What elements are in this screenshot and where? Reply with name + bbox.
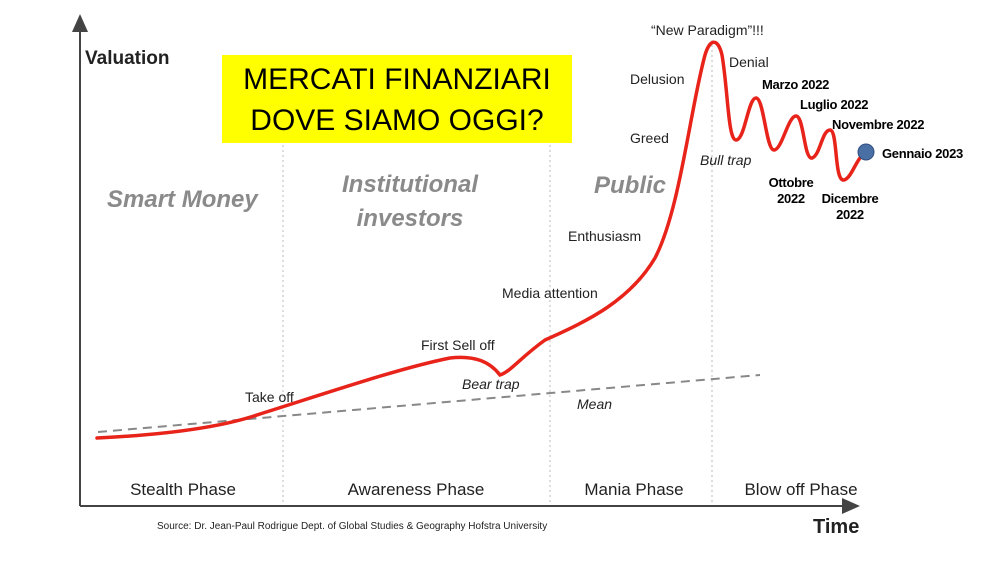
annotation: First Sell off bbox=[421, 337, 495, 353]
phase-label: Mania Phase bbox=[584, 480, 683, 499]
annotation: Take off bbox=[245, 389, 294, 405]
date-label: 2022 bbox=[836, 207, 864, 222]
y-axis-label: Valuation bbox=[85, 48, 169, 69]
date-label: Gennaio 2023 bbox=[882, 146, 963, 161]
group-label: Smart Money bbox=[107, 186, 259, 213]
annotation: “New Paradigm”!!! bbox=[651, 22, 764, 38]
x-axis-label: Time bbox=[813, 516, 859, 538]
title: DOVE SIAMO OGGI? bbox=[250, 104, 543, 137]
bubble-curve bbox=[95, 40, 868, 440]
current-point bbox=[857, 143, 875, 161]
mean-line bbox=[97, 374, 761, 433]
annotation: Bull trap bbox=[700, 152, 752, 168]
phase-label: Awareness Phase bbox=[348, 480, 485, 499]
annotation: Denial bbox=[729, 54, 769, 70]
group-label: Institutional bbox=[342, 171, 479, 198]
title: MERCATI FINANZIARI bbox=[243, 63, 551, 96]
phase-label: Blow off Phase bbox=[744, 480, 857, 499]
annotation: Bear trap bbox=[462, 376, 520, 392]
annotation: Greed bbox=[630, 130, 669, 146]
annotation: Media attention bbox=[502, 285, 598, 301]
date-label: Dicembre bbox=[822, 191, 879, 206]
date-label: Ottobre bbox=[769, 175, 814, 190]
date-label: Luglio 2022 bbox=[800, 97, 868, 112]
group-label: Public bbox=[594, 172, 666, 199]
annotation: Enthusiasm bbox=[568, 228, 641, 244]
date-label: 2022 bbox=[777, 191, 805, 206]
annotation: Delusion bbox=[630, 71, 684, 87]
phase-separators bbox=[282, 40, 713, 505]
annotation: Mean bbox=[577, 396, 612, 412]
phase-label: Stealth Phase bbox=[130, 480, 236, 499]
group-label: investors bbox=[357, 205, 464, 232]
date-label: Novembre 2022 bbox=[832, 117, 924, 132]
title-box bbox=[222, 55, 572, 143]
date-label: Marzo 2022 bbox=[762, 77, 829, 92]
source-note: Source: Dr. Jean-Paul Rodrigue Dept. of … bbox=[157, 521, 547, 532]
